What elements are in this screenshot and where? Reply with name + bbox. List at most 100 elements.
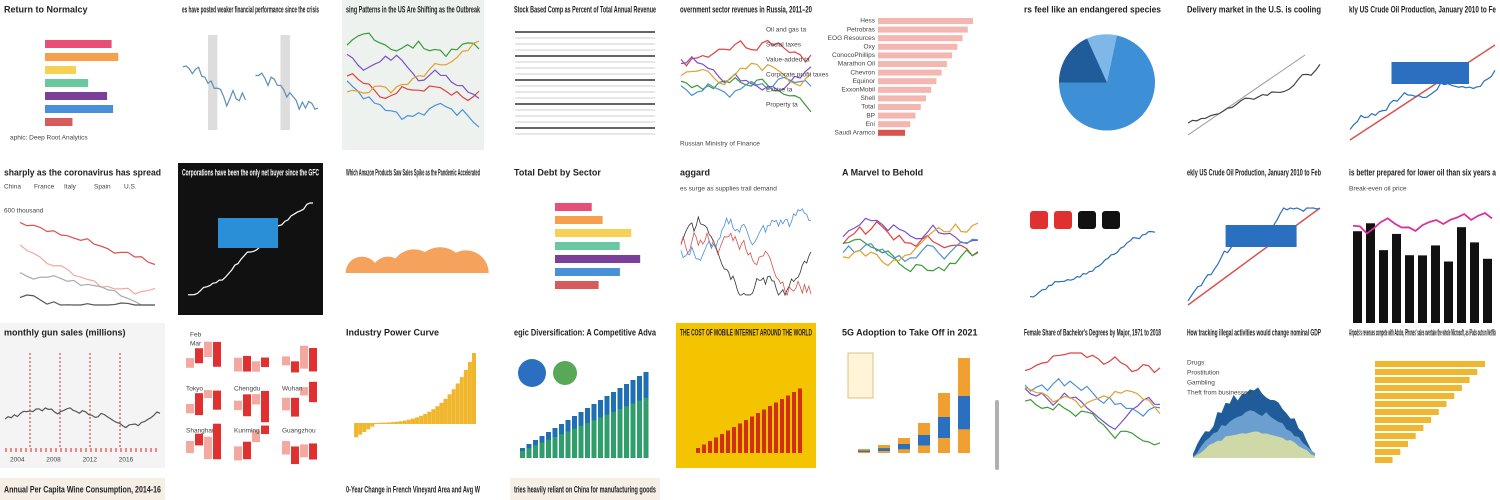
thumbnail-label: 2012	[83, 457, 98, 464]
bar	[878, 18, 973, 24]
thumbnail[interactable]	[1020, 163, 1165, 315]
thumbnail-bg	[342, 0, 484, 150]
bar	[539, 436, 545, 443]
bar	[204, 436, 212, 460]
bar	[617, 388, 623, 409]
bar	[918, 435, 930, 446]
thumbnail-title: is better prepared for lower oil than si…	[1349, 167, 1497, 177]
line	[346, 80, 480, 128]
bar	[411, 418, 415, 424]
thumbnail[interactable]: es have posted weaker financial performa…	[178, 0, 323, 150]
thumbnail[interactable]: Feb Mar Tokyo Chengdu Wuhan Shanghai Kunming Gu…	[178, 323, 323, 468]
thumbnail[interactable]: monthly gun sales (millions) 2004 2008 2012…	[0, 323, 165, 468]
scrollbar[interactable]	[995, 400, 999, 470]
line	[842, 222, 979, 267]
thumbnail[interactable]: Airpods's revenues compete with Adobe, i…	[1345, 323, 1500, 468]
bar	[878, 448, 890, 451]
thumbnail[interactable]: overnment sector revenues in Russia, 201…	[676, 0, 829, 150]
thumbnail-label: Shell	[861, 95, 876, 102]
line	[19, 294, 155, 306]
logo	[1102, 211, 1120, 229]
thumbnail-bg	[342, 163, 484, 315]
line	[1024, 352, 1161, 374]
bar	[938, 417, 950, 438]
thumbnail[interactable]: sing Patterns in the US Are Shifting as …	[342, 0, 484, 150]
bar	[774, 402, 778, 453]
thumbnail-label: EOG Resources	[828, 35, 876, 42]
thumbnail-label: Kunming	[234, 428, 260, 435]
bar	[374, 422, 379, 424]
bar	[555, 203, 592, 211]
bar	[390, 422, 395, 424]
bar	[637, 376, 642, 458]
thumbnail[interactable]: egic Diversification: A Competitive Adva	[510, 323, 660, 468]
thumbnail[interactable]: Which Amazon Products Saw Sales Spike as…	[342, 163, 489, 315]
bar	[195, 393, 203, 416]
bar	[45, 66, 76, 74]
trend	[1187, 54, 1306, 136]
bar	[451, 389, 456, 424]
thumbnail[interactable]: Delivery market in the U.S. is cooling	[1183, 0, 1325, 150]
bar	[252, 430, 260, 443]
bar	[291, 446, 299, 465]
thumbnail[interactable]: 0-Year Change in French Vineyard Area an…	[342, 478, 484, 500]
thumbnail-label: Petrobras	[847, 26, 876, 33]
thumbnail-title: 5G Adoption to Take Off in 2021	[842, 327, 978, 337]
thumbnail[interactable]: tries heavily reliant on China for manuf…	[510, 478, 660, 500]
bar	[291, 397, 299, 417]
bar	[630, 380, 636, 404]
thumbnail-label: Total	[861, 104, 875, 111]
bar	[552, 428, 558, 437]
thumbnail[interactable]: ekly US Crude Oil Production, January 20…	[1183, 163, 1325, 315]
bar	[732, 427, 736, 453]
bar	[300, 387, 308, 396]
thumbnail[interactable]: Return to Normalcy aphic: Deep Root Analy…	[0, 0, 165, 150]
thumbnail[interactable]: How tracking illegal activities would ch…	[1183, 323, 1325, 468]
line	[1029, 230, 1156, 298]
thumbnail[interactable]: 5G Adoption to Take Off in 2021	[838, 323, 983, 468]
thumbnail-bg	[510, 478, 660, 500]
bar	[756, 413, 760, 453]
thumbnail-label: Guangzhou	[282, 428, 316, 435]
thumbnail[interactable]: A Marvel to Behold	[838, 163, 983, 315]
bar	[738, 423, 742, 453]
thumbnail[interactable]: Stock Based Comp as Percent of Total Ann…	[510, 0, 660, 150]
thumbnail[interactable]	[178, 478, 323, 500]
bar	[415, 417, 420, 424]
bar	[419, 415, 424, 424]
thumbnail-label: 2016	[119, 457, 134, 464]
bar	[204, 341, 212, 358]
bar	[455, 383, 460, 424]
panel	[847, 352, 874, 399]
thumbnail[interactable]: kly US Crude Oil Production, January 201…	[1345, 0, 1500, 150]
thumbnail[interactable]: Corporations have been the only net buye…	[178, 163, 323, 315]
bar	[370, 423, 375, 427]
thumbnail[interactable]: Industry Power Curve	[342, 323, 484, 468]
line	[842, 220, 979, 257]
thumbnail-bg	[510, 163, 660, 315]
bar	[624, 384, 629, 458]
thumbnail[interactable]: THE COST OF MOBILE INTERNET AROUND THE W…	[676, 323, 816, 468]
bar	[1366, 223, 1375, 376]
thumbnail-title: Total Debt by Sector	[514, 167, 601, 177]
thumbnail[interactable]: sharply as the coronavirus has spread Chi…	[0, 163, 165, 315]
bar	[604, 396, 610, 415]
thumbnail-label: France	[34, 184, 55, 191]
bar	[768, 406, 772, 453]
bar	[526, 444, 532, 449]
thumbnail-bg	[178, 478, 323, 500]
thumbnail[interactable]: rs feel like an endangered species	[1020, 0, 1165, 150]
thumbnail-title: Female Share of Bachelor's Degrees by Ma…	[1024, 327, 1161, 337]
bar	[520, 448, 525, 458]
thumbnail-label: Theft from businesses	[1187, 390, 1252, 397]
thumbnail[interactable]: Female Share of Bachelor's Degrees by Ma…	[1020, 323, 1165, 468]
thumbnail[interactable]: aggard es surge as supplies trail demand	[676, 163, 816, 315]
thumbnail[interactable]: Total Debt by Sector	[510, 163, 660, 315]
bar	[1457, 227, 1466, 380]
thumbnail-label: Social taxes	[766, 42, 802, 49]
bar	[762, 409, 766, 453]
thumbnail[interactable]: Annual Per Capita Wine Consumption, 2014…	[0, 478, 165, 500]
bar	[555, 268, 620, 276]
